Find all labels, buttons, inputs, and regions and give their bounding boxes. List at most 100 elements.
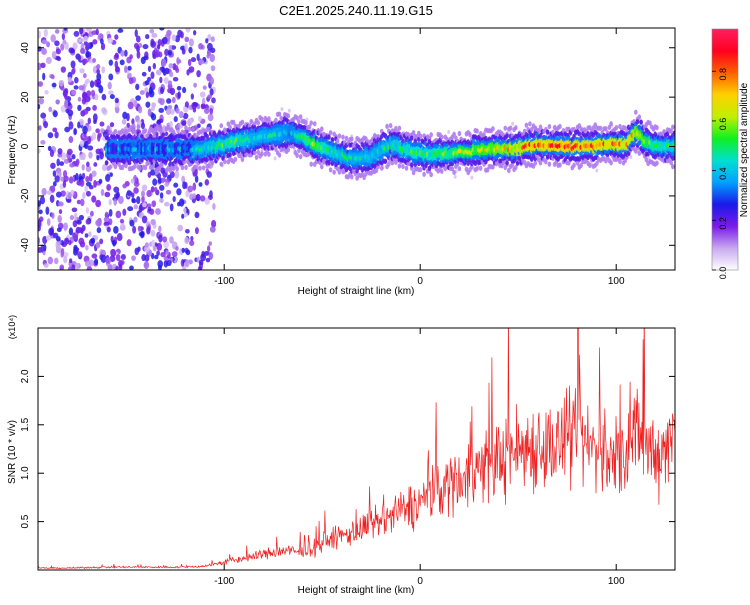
spectrogram-noise-cell — [154, 161, 159, 169]
spectrogram-noise-cell — [85, 175, 90, 183]
spectrogram-noise-cell — [184, 236, 189, 245]
spectrogram-ridge-cell — [349, 174, 354, 180]
spectrogram-noise-cell — [39, 196, 46, 205]
spectrogram-noise-cell — [126, 112, 130, 122]
snr-x-tick-label: 100 — [608, 576, 625, 587]
spectrogram-noise-cell — [85, 165, 92, 173]
spectrogram-noise-cell — [201, 103, 206, 109]
spectrogram-ridge-cell — [388, 122, 393, 129]
spectrogram-noise-cell — [84, 233, 89, 238]
spectrogram-ridge-cell — [205, 133, 209, 139]
spectrogram-noise-cell — [196, 70, 201, 78]
spectrogram-noise-cell — [128, 72, 132, 78]
spectrogram-noise-cell — [85, 218, 91, 225]
spectrogram-noise-cell — [205, 257, 211, 263]
snr-series-line — [38, 328, 675, 570]
spectrogram-ridge-cell — [150, 164, 155, 170]
spectrogram-ridge-cell — [297, 119, 301, 125]
spectrogram-ridge-cell — [184, 164, 188, 171]
spectrogram-ridge-cell — [672, 149, 675, 156]
spectrogram-noise-cell — [43, 244, 47, 252]
snr-y-ticks: 0.5 1.0 1.5 2.0 — [20, 369, 675, 529]
spectrogram-ridge-cell — [672, 130, 675, 136]
spectrogram-noise-cell — [48, 227, 54, 236]
spectrogram-noise-cell — [44, 90, 49, 95]
snr-x-ticks: -100 0 100 — [214, 328, 625, 587]
spectrogram-ridge-cell — [159, 161, 164, 167]
spectrogram-noise-cell — [447, 129, 451, 134]
spectrogram-ridge-cell — [672, 135, 675, 141]
spectrogram-ridge-cell — [127, 160, 132, 166]
spectrogram-ridge-cell — [558, 123, 562, 130]
spectrogram-noise-cell — [150, 40, 157, 48]
spectrogram-ridge-cell — [604, 126, 608, 132]
spectrogram-ridge-cell — [452, 131, 456, 137]
spectrogram-noise-cell — [144, 87, 149, 93]
spectrogram-noise-cell — [169, 236, 174, 244]
spectrogram-noise-cell — [169, 171, 175, 179]
spectrogram-noise-cell — [106, 184, 112, 191]
spectrogram-noise-cell — [92, 113, 98, 122]
spectrogram-noise-cell — [595, 168, 599, 173]
spectrogram-ridge-cell — [337, 133, 342, 139]
spectrogram-noise-cell — [181, 175, 186, 184]
spectrogram-noise-cell — [453, 174, 457, 179]
spectrogram-noise-cell — [198, 42, 204, 50]
spectrogram-noise-cell — [135, 35, 141, 43]
spectrogram-noise-cell — [84, 185, 88, 193]
spectrogram-ridge-cell — [267, 151, 271, 157]
spectrogram-noise-cell — [63, 28, 68, 31]
spectrogram-noise-cell — [185, 28, 191, 33]
spectrogram-noise-cell — [176, 188, 182, 196]
spectrogram-noise-cell — [75, 173, 79, 181]
spectrogram-ridge-cell — [547, 123, 552, 130]
spectrogram-noise-cell — [208, 241, 213, 246]
spectrogram-noise-cell — [144, 80, 150, 86]
spectrogram-ridge-cell — [113, 163, 118, 170]
spectrogram-noise-cell — [167, 80, 173, 86]
spectrogram-noise-cell — [175, 245, 179, 251]
spectrogram-y-ticks: -40 -20 0 20 40 — [20, 42, 675, 253]
spectrogram-noise-cell — [80, 47, 86, 54]
spectrogram-noise-cell — [212, 203, 216, 210]
spectrogram-ridge-cell — [222, 158, 227, 165]
spectrogram-ridge-cell — [133, 163, 137, 169]
spectrogram-noise-cell — [165, 107, 172, 116]
spectrogram-noise-cell — [83, 35, 89, 42]
spectrogram-ridge-cell — [184, 125, 188, 131]
spectrogram-noise-cell — [52, 127, 58, 133]
spectrogram-ridge-cell — [401, 163, 405, 170]
spectrogram-ridge-cell — [491, 126, 495, 132]
spectrogram-noise-cell — [85, 190, 92, 197]
spectrogram-noise-cell — [209, 53, 215, 63]
spectrogram-ridge-cell — [439, 134, 444, 140]
spectrogram-ridge-cell — [506, 167, 511, 174]
spectrogram-noise-cell — [161, 177, 165, 184]
spectrogram-ridge-cell — [136, 124, 141, 130]
spectrogram-noise-cell — [129, 265, 134, 270]
spectrogram-noise-cell — [206, 171, 212, 178]
spectrogram-ridge-cell — [249, 118, 254, 125]
spectrogram-ridge-cell — [418, 166, 423, 173]
spectrogram-ridge-cell — [277, 111, 282, 117]
spectrogram-noise-cell — [93, 180, 97, 188]
spectrogram-noise-cell — [48, 106, 53, 112]
spectrogram-ridge-cell — [337, 169, 342, 175]
snr-y-label: SNR (10 * v/v) — [7, 420, 18, 484]
spectrogram-noise-cell — [187, 185, 194, 193]
spectrogram-noise-cell — [166, 98, 172, 104]
spectrogram-noise-cell — [101, 93, 107, 101]
spectrogram-noise-cell — [43, 29, 48, 37]
spectrogram-y-tick-label: 0 — [20, 143, 31, 149]
spectrogram-noise-cell — [167, 49, 172, 56]
spectrogram-noise-cell — [147, 65, 152, 73]
spectrogram-noise-cell — [38, 236, 41, 245]
spectrogram-noise-cell — [184, 101, 189, 109]
spectrogram-noise-cell — [55, 48, 61, 55]
spectrogram-ridge-cell — [387, 161, 391, 167]
spectrogram-noise-cell — [96, 155, 100, 161]
spectrogram-ridge-cell — [374, 167, 379, 174]
spectrogram-noise-cell — [99, 121, 105, 127]
spectrogram-panel: -100 0 100 -40 -20 0 20 40 Height of straight … — [7, 27, 676, 297]
spectrogram-noise-cell — [59, 264, 65, 270]
